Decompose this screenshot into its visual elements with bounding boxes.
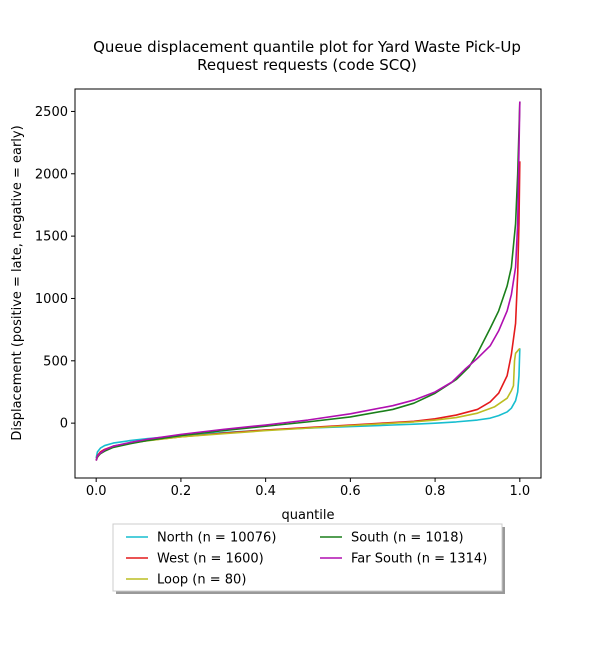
series-line-0	[95, 348, 521, 459]
legend-box	[112, 523, 503, 592]
legend-label-3: South (n = 1018)	[351, 531, 464, 546]
x-tick-label: 0.6	[340, 484, 361, 499]
series-line-3	[95, 101, 521, 461]
x-tick-label: 0.8	[425, 484, 446, 499]
legend-label-1: West (n = 1600)	[157, 552, 264, 567]
x-tick-label: 0.0	[86, 484, 107, 499]
x-axis-ticks: 0.0 0.2 0.4 0.6 0.8 1.0	[86, 478, 530, 499]
series-line-2	[95, 347, 521, 460]
series-line-4	[95, 101, 521, 461]
x-tick-label: 0.2	[171, 484, 192, 499]
x-tick-label: 1.0	[509, 484, 530, 499]
chart-title-line-1: Queue displacement quantile plot for Yar…	[93, 38, 521, 56]
y-axis-label: Displacement (positive = late, negative …	[10, 125, 25, 440]
y-tick-label: 500	[43, 354, 68, 369]
plot-frame	[74, 88, 542, 479]
y-tick-label: 1500	[35, 230, 68, 245]
y-tick-label: 2500	[35, 105, 68, 120]
legend-items: North (n = 10076) West (n = 1600) Loop (n …	[126, 531, 487, 588]
x-tick-label: 0.4	[255, 484, 276, 499]
chart-title-line-2: Request requests (code SCQ)	[197, 56, 417, 74]
chart-title: Queue displacement quantile plot for Yar…	[93, 38, 521, 74]
legend-label-4: Far South (n = 1314)	[351, 552, 487, 567]
legend-label-0: North (n = 10076)	[157, 531, 276, 546]
y-tick-label: 0	[60, 417, 68, 432]
y-tick-label: 1000	[35, 292, 68, 307]
legend: North (n = 10076) West (n = 1600) Loop (n …	[112, 523, 505, 594]
series-layer	[95, 101, 521, 461]
y-tick-label: 2000	[35, 167, 68, 182]
y-axis-ticks: 0 500 1000 1500 2000 2500	[35, 105, 75, 432]
x-axis-label: quantile	[281, 508, 334, 523]
series-line-1	[95, 161, 521, 461]
legend-label-2: Loop (n = 80)	[157, 573, 246, 588]
